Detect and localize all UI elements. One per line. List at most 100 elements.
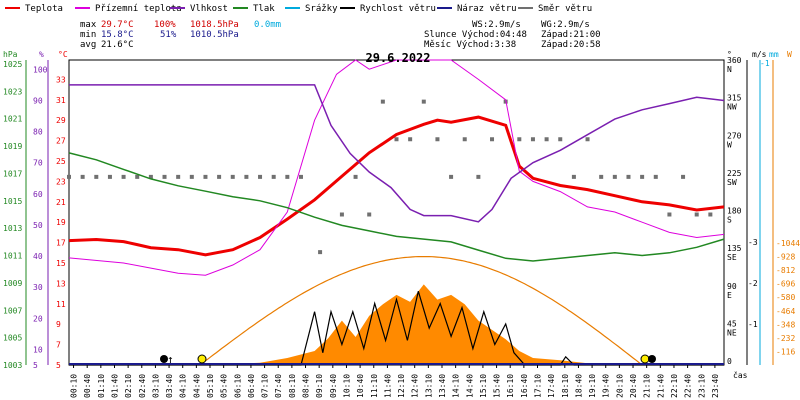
wind-direction-points <box>67 99 713 255</box>
x-tick-label: 13:10 <box>424 374 433 398</box>
radiation-tick-label: -116 <box>776 347 795 356</box>
radiation-tick-label: -580 <box>776 293 795 302</box>
wind-direction-point <box>408 137 413 142</box>
wind-direction-tick-label: 315 <box>727 94 742 103</box>
wind-direction-point <box>318 250 323 255</box>
x-tick-label: 16:10 <box>506 374 515 398</box>
temperature-tick-label: 31 <box>56 96 66 105</box>
x-tick-label: 06:40 <box>247 374 256 398</box>
temperature-tick-label: 25 <box>56 157 66 166</box>
wind-direction-point <box>189 174 194 179</box>
wind-speed-tick-label: -3 <box>748 238 758 247</box>
wind-direction-point <box>121 174 126 179</box>
x-tick-label: 08:40 <box>302 374 311 398</box>
x-tick-label: 21:40 <box>656 374 665 398</box>
pressure-tick-label: 1019 <box>3 142 22 151</box>
wind-direction-point <box>285 174 290 179</box>
axis-units: hPa % °C ° m/s mm W čas <box>3 50 792 380</box>
series-line-temperature <box>68 115 725 257</box>
x-tick-label: 21:10 <box>643 374 652 398</box>
x-tick-label: 11:10 <box>370 374 379 398</box>
radiation-tick-label: -1044 <box>776 239 800 248</box>
x-tick-label: 01:40 <box>110 374 119 398</box>
pressure-tick-label: 1009 <box>3 279 22 288</box>
wind-direction-point <box>353 174 358 179</box>
wind-direction-point <box>258 174 263 179</box>
x-tick-label: 03:40 <box>165 374 174 398</box>
wind-direction-compass-label: NE <box>727 328 737 337</box>
wind-direction-tick-label: 180 <box>727 207 742 216</box>
wind-direction-point <box>435 137 440 142</box>
stat-max-press: 1018.5hPa <box>190 20 239 30</box>
humidity-tick-label: 80 <box>33 128 43 137</box>
x-tick-label: 08:10 <box>288 374 297 398</box>
series-line-felt-temperature <box>68 59 725 276</box>
wind-direction-point <box>544 137 549 142</box>
wind-direction-tick-label: 135 <box>727 244 742 253</box>
radiation-tick-label: -696 <box>776 280 795 289</box>
wind-direction-point <box>339 212 344 217</box>
x-tick-label: 09:10 <box>315 374 324 398</box>
info-sun-set: Západ:21:00 <box>541 30 601 40</box>
wind-direction-point <box>708 212 713 217</box>
wind-direction-point <box>230 174 235 179</box>
x-tick-label: 05:10 <box>206 374 215 398</box>
wind-direction-point <box>694 212 699 217</box>
wind-direction-point <box>298 174 303 179</box>
unit-humidity: % <box>39 50 44 59</box>
temperature-tick-label: 27 <box>56 137 66 146</box>
wind-direction-point <box>380 99 385 104</box>
x-tick-label: 16:40 <box>520 374 529 398</box>
info-sun: Slunce Východ:04:48 <box>424 30 527 40</box>
moonset-icon <box>648 355 656 363</box>
legend-label-wind-speed: Rychlost větru <box>360 4 436 14</box>
unit-temperature: °C <box>58 50 68 59</box>
wind-direction-point <box>530 137 535 142</box>
sunrise-icon <box>197 354 207 364</box>
x-tick-label: 20:10 <box>615 374 624 398</box>
temperature-tick-label: 23 <box>56 177 66 186</box>
temperature-tick-label: 5 <box>56 361 61 370</box>
temperature-tick-label: 11 <box>56 300 66 309</box>
wind-direction-point <box>271 174 276 179</box>
wind-direction-tick-label: 45 <box>727 319 737 328</box>
x-tick-label: 03:10 <box>151 374 160 398</box>
wind-direction-point <box>162 174 167 179</box>
wind-direction-tick-label: 270 <box>727 131 742 140</box>
x-tick-label: 22:40 <box>684 374 693 398</box>
stat-max-temp: 29.7°C <box>101 20 134 30</box>
humidity-tick-label: 40 <box>33 252 43 261</box>
temperature-tick-label: 21 <box>56 198 66 207</box>
wind-direction-point <box>640 174 645 179</box>
wind-direction-point <box>176 174 181 179</box>
unit-radiation: W <box>787 50 792 59</box>
humidity-tick-label: 100 <box>33 65 48 74</box>
wind-direction-point <box>558 137 563 142</box>
stat-min-hum: 51% <box>160 30 177 40</box>
x-tick-label: 02:10 <box>124 374 133 398</box>
pressure-tick-label: 1021 <box>3 115 22 124</box>
wind-direction-compass-label: S <box>727 216 732 225</box>
sun-elevation-curve <box>199 256 643 366</box>
x-tick-label: 18:40 <box>574 374 583 398</box>
precipitation-tick-label: -1 <box>760 59 770 68</box>
pressure-tick-label: 1025 <box>3 60 22 69</box>
wind-direction-compass-label: SE <box>727 253 737 262</box>
wind-direction-point <box>135 174 140 179</box>
wind-direction-point <box>490 137 495 142</box>
legend-label-temperature: Teplota <box>25 4 63 14</box>
pressure-tick-label: 1003 <box>3 361 22 370</box>
solar-radiation-area-path <box>69 284 724 365</box>
wind-direction-point <box>462 137 467 142</box>
wind-direction-point <box>217 174 222 179</box>
x-tick-label: 10:10 <box>342 374 351 398</box>
x-tick-label: 18:10 <box>561 374 570 398</box>
x-tick-label: 23:10 <box>697 374 706 398</box>
wind-direction-point <box>612 174 617 179</box>
humidity-tick-label: 20 <box>33 314 43 323</box>
pressure-tick-label: 1011 <box>3 252 22 261</box>
sunset-icon <box>640 354 650 364</box>
x-tick-label: 19:10 <box>588 374 597 398</box>
x-tick-label: 05:40 <box>220 374 229 398</box>
wind-speed-tick-label: -1 <box>748 320 758 329</box>
